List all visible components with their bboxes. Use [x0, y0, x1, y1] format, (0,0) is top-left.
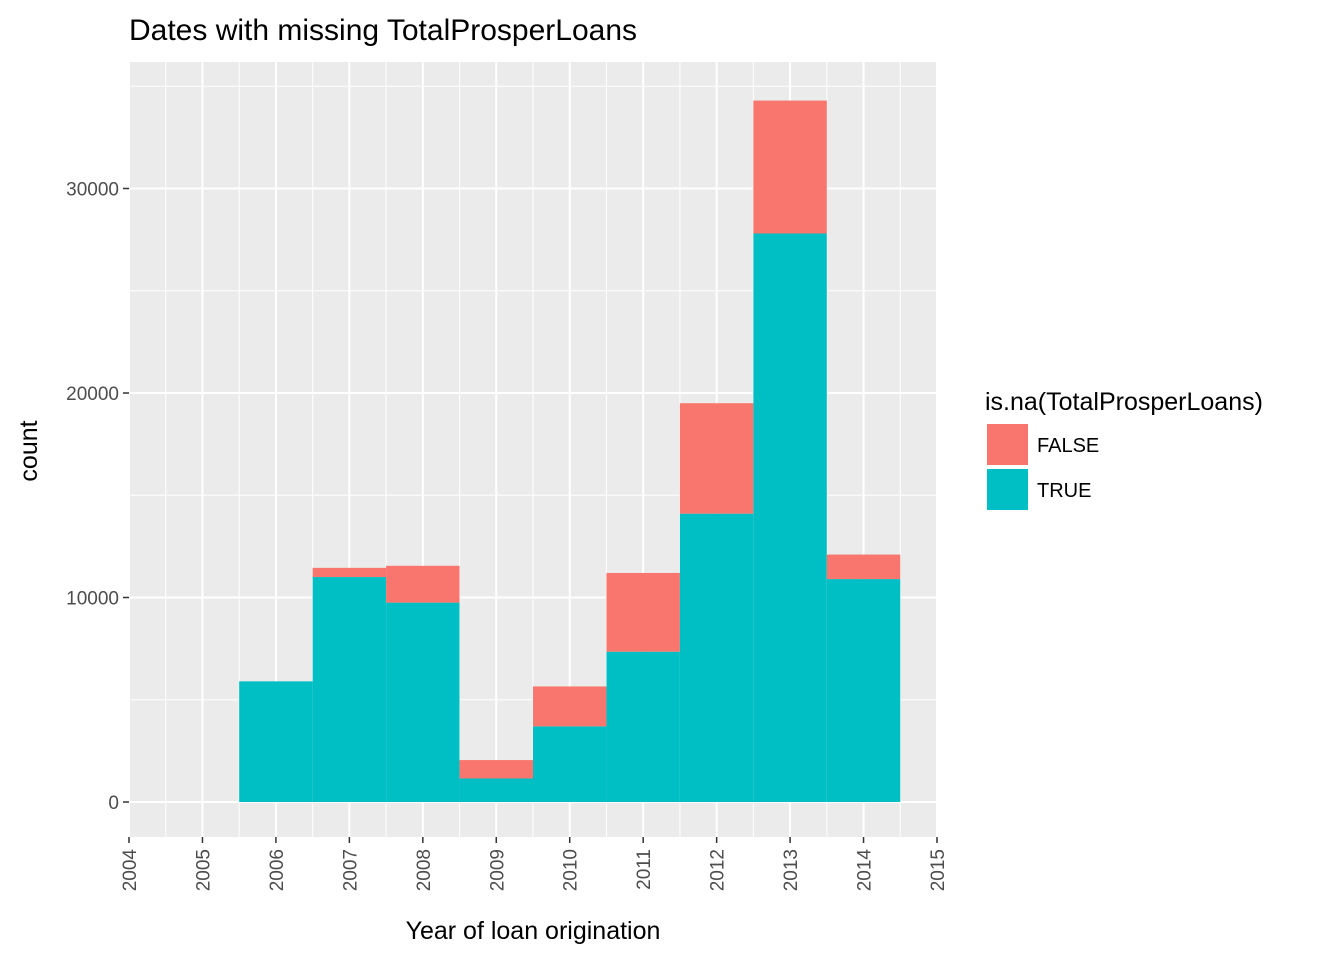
legend-title: is.na(TotalProsperLoans) [985, 388, 1263, 416]
x-tick-label: 2006 [267, 849, 288, 891]
bar-true-4 [533, 726, 607, 802]
bar-false-3 [459, 760, 533, 779]
y-tick-label: 30000 [66, 180, 119, 201]
x-tick-label: 2014 [855, 849, 876, 892]
x-tick-label: 2015 [928, 849, 949, 891]
legend-label-true: TRUE [1037, 480, 1091, 502]
bar-true-0 [239, 681, 313, 802]
bar-true-1 [312, 577, 387, 802]
x-axis: 2004 2005 2006 2007 2008 2009 2010 2011 2012 2013… [120, 837, 949, 891]
y-tick-label: 0 [108, 793, 119, 814]
bar-true-8 [826, 579, 901, 802]
legend: is.na(TotalProsperLoans) FALSE TRUE [985, 388, 1263, 510]
legend-label-false: FALSE [1037, 435, 1099, 457]
chart-title: Dates with missing TotalProsperLoans [129, 14, 637, 47]
bar-true-2 [386, 602, 460, 802]
x-tick-label: 2005 [193, 849, 214, 891]
x-tick-label: 2012 [708, 849, 729, 891]
bar-true-7 [753, 233, 827, 803]
x-tick-label: 2007 [340, 849, 361, 891]
bar-false-1 [312, 567, 387, 578]
bar-false-5 [606, 572, 680, 652]
x-tick-label: 2004 [120, 849, 141, 892]
bar-true-6 [679, 513, 754, 802]
x-axis-title: Year of loan origination [406, 917, 661, 945]
bar-false-8 [826, 554, 901, 580]
legend-key-false [987, 424, 1028, 465]
x-tick-label: 2009 [487, 849, 508, 891]
y-tick-label: 10000 [66, 589, 119, 610]
x-tick-label: 2013 [781, 849, 802, 891]
x-tick-label: 2010 [561, 849, 582, 891]
y-axis: 0 10000 20000 30000 [66, 180, 129, 814]
bar-true-5 [606, 651, 680, 802]
bar-false-7 [753, 100, 827, 234]
bar-false-6 [679, 403, 754, 514]
bar-false-4 [533, 686, 607, 727]
bar-false-2 [386, 565, 460, 603]
x-tick-label: 2008 [414, 849, 435, 891]
y-axis-title: count [15, 420, 43, 481]
y-tick-label: 20000 [66, 384, 119, 405]
bars [239, 100, 901, 803]
x-tick-label: 2011 [634, 849, 655, 890]
bar-true-3 [459, 778, 533, 802]
legend-key-true [987, 469, 1028, 510]
